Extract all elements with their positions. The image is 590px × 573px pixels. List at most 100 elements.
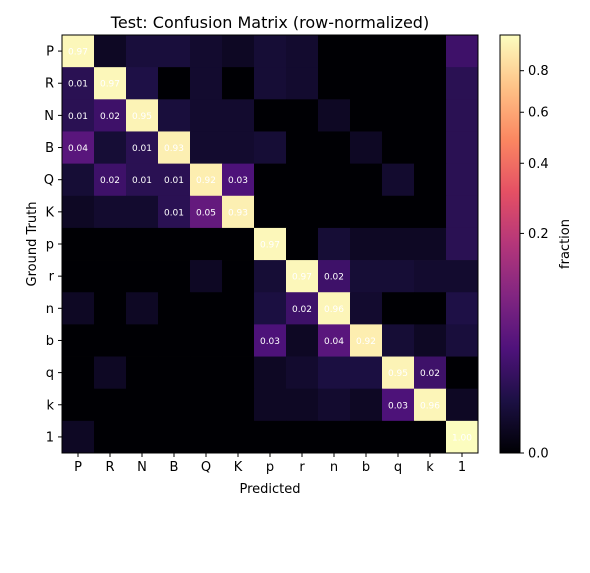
heatmap-cell-4-6	[254, 163, 287, 197]
x-tick-label: q	[394, 460, 402, 475]
heatmap-cell-12-5	[222, 420, 255, 454]
heatmap-cell-2-5	[222, 99, 255, 132]
heatmap-cell-6-6	[254, 227, 287, 261]
heatmap-cell-1-1	[94, 67, 127, 100]
heatmap-cell-4-0	[62, 163, 95, 197]
x-tick-label: R	[105, 460, 114, 475]
heatmap-cell-6-3	[158, 227, 191, 261]
heatmap-cell-0-5	[222, 35, 255, 68]
heatmap-cell-2-6	[254, 99, 287, 132]
heatmap-cell-6-1	[94, 227, 127, 261]
y-tick-label: N	[44, 109, 54, 124]
heatmap-cell-12-8	[318, 420, 351, 454]
y-axis-label: Ground Truth	[25, 202, 40, 287]
heatmap-cell-7-1	[94, 260, 127, 293]
cell-annotation-2-0: 0.01	[68, 112, 88, 122]
heatmap-cell-10-12	[446, 356, 479, 390]
heatmap-cell-12-9	[350, 420, 383, 454]
heatmap-cell-1-10	[382, 67, 415, 100]
x-tick-label: P	[74, 460, 82, 475]
heatmap-cell-3-5	[222, 131, 255, 165]
heatmap-cell-8-8	[318, 292, 351, 325]
y-tick-label: 1	[46, 430, 54, 445]
colorbar-label: fraction	[558, 219, 573, 269]
heatmap-cell-6-12	[446, 227, 479, 261]
heatmap-cell-9-7	[286, 324, 319, 357]
heatmap-cell-6-5	[222, 227, 255, 261]
chart-title: Test: Confusion Matrix (row-normalized)	[110, 13, 429, 32]
heatmap-cell-11-4	[190, 388, 223, 422]
cell-annotation-3-3: 0.93	[164, 144, 184, 154]
heatmap-cell-7-6	[254, 260, 287, 293]
heatmap-cell-6-7	[286, 227, 319, 261]
cell-annotation-0-0: 0.97	[68, 48, 88, 58]
cell-annotation-4-1: 0.02	[100, 176, 120, 186]
cell-annotation-7-8: 0.02	[324, 273, 344, 283]
heatmap-cell-2-12	[446, 99, 479, 132]
cell-annotation-1-1: 0.97	[100, 80, 120, 90]
heatmap-cell-10-5	[222, 356, 255, 390]
cell-annotation-7-7: 0.97	[292, 273, 312, 283]
heatmap-cell-9-12	[446, 324, 479, 357]
heatmap-cell-4-10	[382, 163, 415, 197]
heatmap-cell-1-9	[350, 67, 383, 100]
heatmap-cell-10-9	[350, 356, 383, 390]
heatmap-cell-9-4	[190, 324, 223, 357]
heatmap-cell-1-11	[414, 67, 447, 100]
heatmap-cell-4-2	[126, 163, 159, 197]
heatmap-cell-0-11	[414, 35, 447, 68]
heatmap-cell-6-10	[382, 227, 415, 261]
x-tick-label: B	[170, 460, 179, 475]
cell-annotation-9-6: 0.03	[260, 337, 280, 347]
heatmap-cell-3-12	[446, 131, 479, 165]
heatmap-cell-5-5	[222, 195, 255, 229]
heatmap-cell-11-0	[62, 388, 95, 422]
heatmap-cell-2-3	[158, 99, 191, 132]
heatmap-cell-12-12	[446, 420, 479, 454]
heatmap-cell-3-7	[286, 131, 319, 165]
cell-annotation-4-4: 0.92	[196, 176, 216, 186]
y-axis-ticks: P R N B Q Kp r n b q k 1	[44, 45, 62, 445]
heatmap-cell-0-12	[446, 35, 479, 68]
cell-annotation-10-10: 0.95	[388, 369, 408, 379]
heatmap-cell-8-11	[414, 292, 447, 325]
heatmap-cell-3-10	[382, 131, 415, 165]
heatmap-cell-7-4	[190, 260, 223, 293]
heatmap-cell-9-8	[318, 324, 351, 357]
cell-annotation-4-3: 0.01	[164, 176, 184, 186]
heatmap-cell-6-8	[318, 227, 351, 261]
x-axis-label: Predicted	[239, 482, 300, 497]
heatmap-cell-6-4	[190, 227, 223, 261]
heatmap-cell-12-1	[94, 420, 127, 454]
cell-annotation-3-2: 0.01	[132, 144, 152, 154]
x-tick-label: b	[362, 460, 370, 475]
cell-annotation-8-7: 0.02	[292, 305, 312, 315]
x-tick-label: K	[234, 460, 243, 475]
heatmap-cell-4-8	[318, 163, 351, 197]
cell-annotation-5-5: 0.93	[228, 208, 248, 218]
cell-annotation-1-0: 0.01	[68, 80, 88, 90]
heatmap-cell-12-10	[382, 420, 415, 454]
heatmap-cell-0-2	[126, 35, 159, 68]
heatmap-cell-12-2	[126, 420, 159, 454]
y-tick-label: b	[46, 334, 54, 349]
heatmap-cell-10-4	[190, 356, 223, 390]
heatmap-cell-8-2	[126, 292, 159, 325]
heatmap-cell-10-0	[62, 356, 95, 390]
heatmap-cell-11-1	[94, 388, 127, 422]
cell-annotation-2-1: 0.02	[100, 112, 120, 122]
heatmap-cell-7-11	[414, 260, 447, 293]
heatmap-cell-3-6	[254, 131, 287, 165]
heatmap-cell-11-6	[254, 388, 287, 422]
heatmap-cell-8-9	[350, 292, 383, 325]
colorbar-tick-label: 0.0	[528, 447, 549, 462]
heatmap-cell-10-8	[318, 356, 351, 390]
cell-annotation-4-5: 0.03	[228, 176, 248, 186]
colorbar	[499, 34, 521, 454]
heatmap-cell-5-3	[158, 195, 191, 229]
heatmap-cell-9-0	[62, 324, 95, 357]
x-tick-label: n	[330, 460, 338, 475]
heatmap-cell-8-5	[222, 292, 255, 325]
heatmap-cell-5-4	[190, 195, 223, 229]
